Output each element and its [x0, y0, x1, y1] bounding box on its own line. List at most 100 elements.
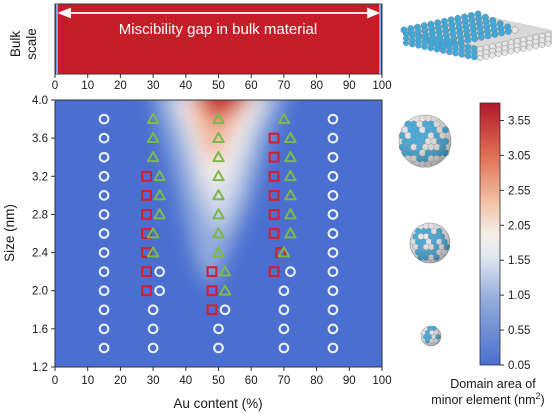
- bulk-tick-label: 0: [52, 80, 58, 92]
- colorbar-tick-label: 2.55: [508, 185, 530, 197]
- crystal-atom: [526, 44, 533, 51]
- square-marker: [268, 170, 280, 182]
- triangle-marker: [212, 151, 225, 163]
- crystal-atom: [484, 32, 492, 40]
- colorbar-tick-label: 0.05: [508, 360, 530, 372]
- y-axis-ticks: 1.2 1.6 2.0 2.4 2.8 3.2 3.6 4.0: [32, 95, 55, 374]
- circle-marker: [327, 132, 339, 144]
- crystal-atom: [465, 53, 472, 60]
- circle-marker: [98, 266, 110, 277]
- triangle-marker: [153, 189, 166, 201]
- square-marker: [141, 208, 153, 220]
- bulk-ylabel-line2: scale: [24, 28, 39, 60]
- data-markers: [98, 112, 339, 354]
- circle-marker: [278, 304, 290, 316]
- crystal-atom: [427, 45, 434, 52]
- circle-marker: [98, 285, 110, 297]
- circle-marker: [327, 342, 339, 354]
- square-marker: [206, 304, 218, 316]
- triangle-marker: [153, 208, 166, 220]
- y-tick-label: 1.6: [32, 324, 48, 336]
- triangle-marker: [153, 170, 166, 182]
- crystal-atom: [415, 42, 422, 49]
- circle-marker: [327, 247, 339, 258]
- circle-marker: [98, 151, 110, 163]
- colorbar-tick-label: 0.55: [508, 325, 530, 337]
- y-tick-label: 2.4: [32, 248, 49, 260]
- bulk-tick-label: 60: [245, 80, 258, 92]
- triangle-marker: [284, 170, 297, 182]
- x-tick-label: 90: [343, 375, 356, 387]
- circle-marker: [98, 247, 110, 258]
- square-marker: [141, 266, 153, 278]
- bulk-tick-label: 30: [147, 80, 160, 92]
- triangle-marker: [218, 265, 232, 277]
- colorbar-tick-label: 3.55: [508, 115, 530, 127]
- circle-marker: [278, 323, 290, 335]
- crystal-atom: [508, 48, 515, 55]
- square-marker: [268, 132, 280, 144]
- crystal-atom: [514, 47, 521, 54]
- crystal-atom: [483, 53, 490, 60]
- crystal-atom: [545, 40, 552, 47]
- circle-marker: [154, 266, 165, 277]
- colorbar-label-line1: Domain area of: [450, 377, 536, 391]
- crystal-atom: [504, 28, 512, 35]
- colorbar-tick-label: 3.05: [508, 150, 530, 162]
- crystal-atom: [501, 49, 508, 56]
- crystal-atom: [452, 50, 459, 57]
- circle-marker: [213, 323, 224, 335]
- circle-marker: [98, 228, 110, 239]
- bulk-tick-label: 50: [212, 80, 225, 92]
- colorbar: 3.55 3.05 2.55 2.05 1.55 1.05 0.55 0.05 Domain …: [431, 102, 545, 407]
- x-tick-label: 80: [310, 375, 323, 387]
- bulk-crystal-illustration: [400, 10, 552, 62]
- crystal-atom: [458, 51, 465, 58]
- triangle-marker: [277, 246, 291, 258]
- circle-marker: [327, 209, 339, 220]
- bulk-panel: Bulk scale Miscibility gap in bulk mater…: [8, 3, 392, 92]
- y-tick-label: 2.8: [32, 209, 48, 221]
- colorbar-tick-label: 1.55: [508, 255, 530, 267]
- square-marker: [141, 285, 153, 297]
- square-marker: [268, 228, 280, 239]
- y-tick-label: 2.0: [32, 286, 48, 298]
- crystal-atom: [498, 29, 505, 37]
- square-marker: [141, 189, 153, 201]
- x-tick-label: 60: [245, 375, 258, 387]
- x-axis-ticks: 0 10 20 30 40 50 60 70 80 90 100: [52, 367, 392, 387]
- circle-marker: [147, 304, 159, 316]
- circle-marker: [98, 190, 110, 201]
- triangle-marker: [146, 151, 160, 163]
- circle-marker: [98, 323, 110, 335]
- circle-marker: [327, 151, 339, 163]
- y-tick-label: 3.2: [32, 171, 48, 183]
- triangle-marker: [212, 131, 225, 144]
- circle-marker: [327, 266, 339, 277]
- triangle-marker: [218, 284, 232, 296]
- circle-marker: [98, 132, 110, 144]
- colorbar-ticks: 3.55 3.05 2.55 2.05 1.55 1.05 0.55 0.05: [500, 115, 530, 372]
- circle-marker: [327, 170, 339, 182]
- heatmap-panel: 1.2 1.6 2.0 2.4 2.8 3.2 3.6 4.0 0 10 20 30 40 50 60 70…: [2, 95, 392, 411]
- y-axis-label: Size (nm): [2, 204, 17, 262]
- circle-marker: [98, 113, 110, 125]
- circle-marker: [327, 304, 339, 316]
- crystal-atom: [532, 43, 539, 50]
- circle-marker: [147, 323, 159, 335]
- bulk-double-arrow: [57, 7, 381, 19]
- nanoparticle-small: [420, 325, 442, 347]
- triangle-marker: [212, 227, 225, 239]
- y-tick-label: 3.6: [32, 133, 48, 145]
- circle-marker: [147, 342, 159, 354]
- crystal-atom: [489, 52, 496, 59]
- triangle-marker: [146, 131, 160, 144]
- bulk-ylabel-line1: Bulk: [8, 31, 23, 58]
- colorbar-tick-label: 2.05: [508, 220, 530, 232]
- crystal-atom: [464, 36, 472, 44]
- x-tick-label: 10: [81, 375, 94, 387]
- circle-marker: [327, 285, 339, 297]
- x-tick-label: 50: [212, 375, 225, 387]
- triangle-marker: [277, 112, 291, 124]
- triangle-marker: [284, 189, 297, 201]
